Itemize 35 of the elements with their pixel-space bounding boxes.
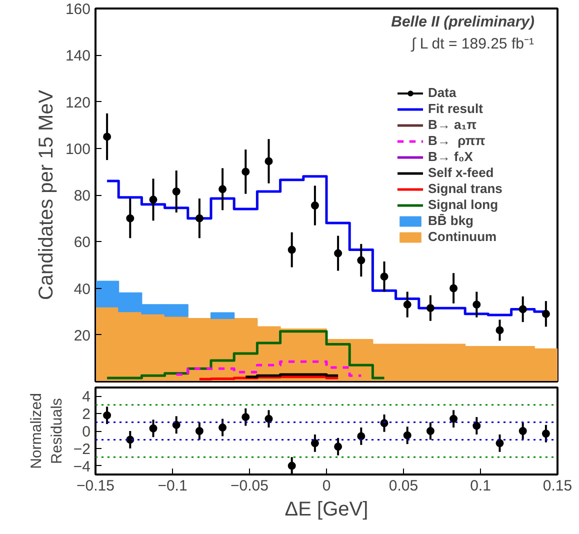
y-tick-label: 20 — [74, 327, 91, 344]
y-axis-title: Candidates per 15 MeV — [35, 89, 58, 300]
legend-label: B→ f₀X — [428, 149, 473, 164]
y-tick-label: 160 — [65, 1, 91, 18]
x-tick-label: −0.05 — [230, 478, 268, 494]
legend-label: B→ ρππ — [428, 133, 486, 148]
y-axis-title: Normalized Residuals — [28, 393, 66, 469]
y-tick-label: −4 — [73, 458, 91, 476]
y-tick-label: 100 — [65, 140, 91, 158]
y-tick-label: 40 — [74, 280, 91, 298]
x-tick-label: 0.05 — [388, 478, 418, 494]
legend-label: B→ a₁π — [428, 117, 477, 132]
legend-label: Data — [428, 85, 456, 100]
y-tick-label: 2 — [82, 406, 90, 424]
y-tick-label: 80 — [74, 188, 91, 204]
x-tick-label: −0.15 — [76, 478, 114, 494]
y-tick-label: 0 — [82, 424, 90, 440]
x-tick-label: 0.1 — [470, 478, 491, 494]
x-tick-label: 0 — [322, 478, 331, 494]
annotation: Belle II (preliminary) — [391, 14, 535, 30]
y-tick-label: 60 — [74, 234, 91, 252]
legend-label: Self x-feed — [428, 165, 494, 180]
x-tick-label: −0.1 — [158, 478, 188, 494]
y-tick-label: −2 — [73, 440, 91, 458]
y-tick-label: 120 — [65, 94, 91, 112]
annotation: ∫ L dt = 189.25 fb⁻¹ — [410, 36, 534, 52]
x-axis-title: ΔE [GeV] — [284, 498, 368, 520]
x-tick-label: 0.15 — [542, 478, 572, 494]
legend-label: Signal long — [428, 197, 498, 212]
legend-label: Continuum — [428, 229, 497, 244]
legend-label: Fit result — [428, 101, 483, 116]
legend-label: BB̄ bkg — [428, 213, 474, 228]
y-tick-label: 4 — [82, 388, 90, 406]
y-tick-label: 140 — [65, 48, 91, 65]
legend-label: Signal trans — [428, 181, 502, 196]
